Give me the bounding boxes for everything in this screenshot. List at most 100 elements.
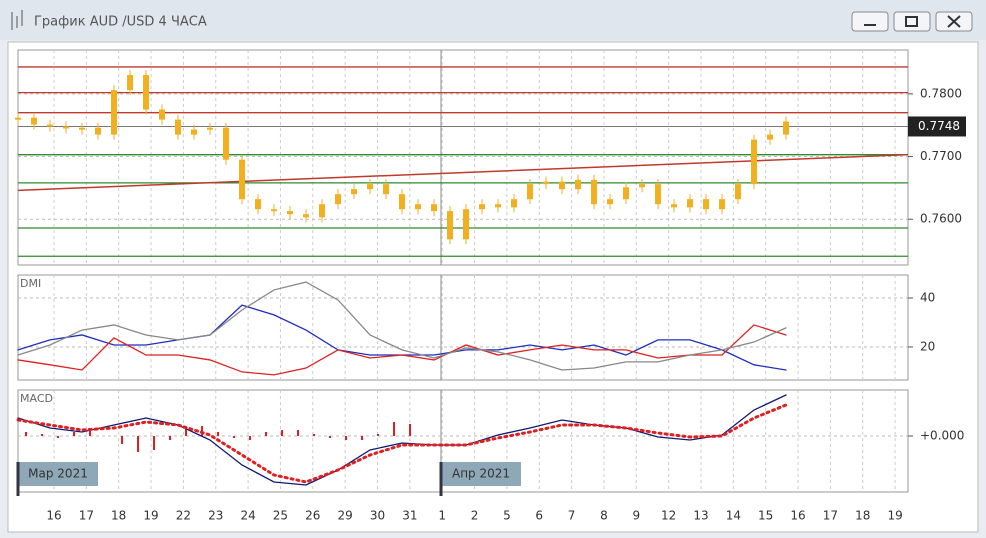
candle-body <box>783 121 789 135</box>
candle-body <box>431 204 437 212</box>
x-tick-label: 7 <box>568 509 576 523</box>
candle-body <box>719 199 725 210</box>
period-label: Апр 2021 <box>452 467 510 481</box>
x-tick-label: 22 <box>176 509 191 523</box>
x-tick-label: 17 <box>79 509 94 523</box>
candle-body <box>159 109 165 120</box>
candle-body <box>255 199 261 210</box>
x-tick-label: 19 <box>143 509 158 523</box>
x-tick-label: 2 <box>471 509 479 523</box>
candle-body <box>207 127 213 130</box>
candle-body <box>447 211 453 240</box>
candle-body <box>47 124 53 127</box>
candle-body <box>79 127 85 130</box>
y-tick-label: 20 <box>920 339 935 353</box>
panel-frame <box>17 274 909 381</box>
candle-body <box>575 179 581 190</box>
candle-body <box>63 126 69 129</box>
candle-body <box>655 184 661 205</box>
candle-body <box>223 127 229 160</box>
x-tick-label: 9 <box>632 509 640 523</box>
y-tick-label: 0.7800 <box>920 86 962 100</box>
candle-body <box>15 117 21 120</box>
x-tick-label: 5 <box>503 509 511 523</box>
candle-body <box>591 179 597 205</box>
last-price-label: 0.7748 <box>918 119 960 133</box>
x-tick-label: 26 <box>305 509 320 523</box>
indicator-line <box>17 324 787 376</box>
candle-body <box>191 129 197 135</box>
x-tick-label: 16 <box>790 509 805 523</box>
panel-title: DMI <box>20 277 41 290</box>
candle-body <box>367 184 373 190</box>
candle-body <box>623 187 629 200</box>
candle-body <box>111 90 117 135</box>
x-tick-label: 13 <box>693 509 708 523</box>
candle-body <box>479 204 485 210</box>
candle-body <box>383 184 389 195</box>
candle-body <box>767 134 773 140</box>
candle-body <box>143 75 149 110</box>
x-tick-label: 29 <box>338 509 353 523</box>
last-price-box <box>908 116 966 137</box>
x-tick-label: 25 <box>273 509 288 523</box>
candle-body <box>607 199 613 205</box>
signal-line <box>16 403 788 484</box>
candle-body <box>303 214 309 218</box>
x-tick-label: 18 <box>855 509 870 523</box>
minimize-button[interactable] <box>851 11 889 32</box>
candle-body <box>239 159 245 200</box>
candle-body <box>751 139 757 185</box>
period-label: Мар 2021 <box>28 467 88 481</box>
candle-body <box>287 211 293 215</box>
x-tick-label: 14 <box>726 509 741 523</box>
candle-body <box>31 117 37 125</box>
candle-body <box>703 199 709 210</box>
candle-body <box>735 184 741 200</box>
app-icon <box>11 10 23 30</box>
candle-body <box>639 184 645 188</box>
candle-body <box>687 199 693 208</box>
x-tick-label: 18 <box>111 509 126 523</box>
x-tick-label: 24 <box>240 509 255 523</box>
candle-body <box>335 194 341 205</box>
x-tick-label: 6 <box>535 509 543 523</box>
y-tick-label: 0.7700 <box>920 149 962 163</box>
title-bar <box>0 0 986 40</box>
x-tick-label: 31 <box>402 509 417 523</box>
close-icon <box>947 15 961 28</box>
candle-body <box>319 204 325 218</box>
candle-body <box>415 204 421 210</box>
x-tick-label: 23 <box>208 509 223 523</box>
x-tick-label: 1 <box>438 509 446 523</box>
x-tick-label: 16 <box>46 509 61 523</box>
panel-title: MACD <box>20 392 53 405</box>
candle-body <box>559 181 565 190</box>
candle-body <box>543 181 549 185</box>
candle-body <box>463 209 469 240</box>
candle-body <box>95 127 101 135</box>
candle-body <box>495 204 501 208</box>
trend-line <box>17 153 909 192</box>
candle-body <box>527 184 533 200</box>
candle-body <box>399 194 405 210</box>
period-box <box>441 462 521 486</box>
x-tick-label: 30 <box>370 509 385 523</box>
y-tick-label: +0.000 <box>920 429 964 443</box>
restore-button[interactable] <box>893 11 931 32</box>
x-tick-label: 12 <box>661 509 676 523</box>
x-tick-label: 19 <box>887 509 902 523</box>
y-tick-label: 0.7600 <box>920 212 962 226</box>
candle-body <box>127 75 133 91</box>
x-tick-label: 15 <box>758 509 773 523</box>
candle-body <box>175 119 181 135</box>
candle-body <box>511 199 517 208</box>
restore-icon <box>905 16 918 27</box>
candle-body <box>351 189 357 195</box>
candle-body <box>271 209 277 212</box>
y-tick-label: 40 <box>920 291 935 305</box>
x-tick-label: 17 <box>823 509 838 523</box>
candle-body <box>671 204 677 208</box>
indicator-line <box>17 394 787 486</box>
